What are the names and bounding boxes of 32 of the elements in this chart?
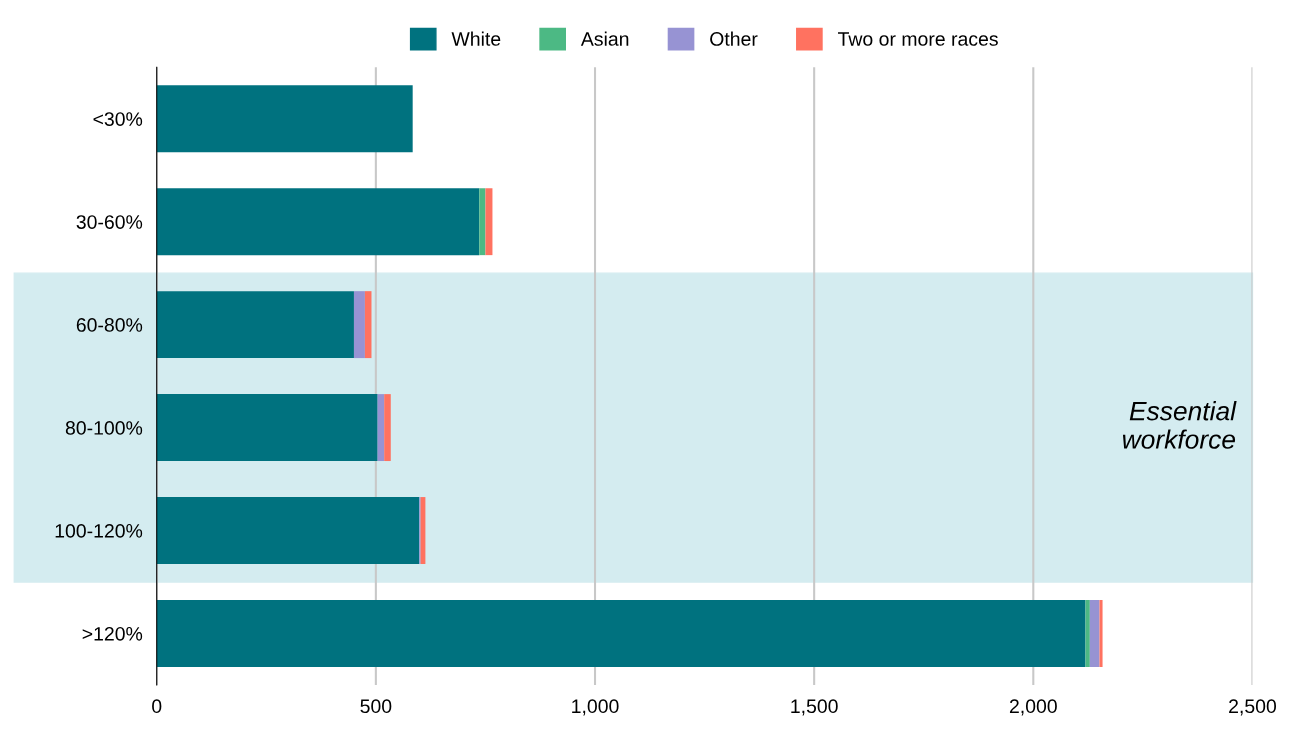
bar (156, 291, 354, 359)
y-tick-label: 80-100% (65, 421, 143, 435)
legend-label: White (451, 31, 501, 46)
bar (156, 394, 378, 462)
x-tick-label: 1,500 (791, 699, 838, 716)
bar (1085, 600, 1090, 667)
bar (156, 600, 1086, 667)
x-tick-label: 2,500 (1229, 699, 1277, 716)
bar (377, 394, 385, 462)
y-tick-label: 60-80% (76, 318, 143, 332)
bar (156, 85, 413, 153)
bar (1099, 600, 1103, 667)
legend-label: Asian (580, 31, 629, 46)
legend-label: Two or more races (838, 32, 998, 46)
y-tick-label: 30-60% (76, 215, 143, 229)
bar (384, 394, 391, 462)
bar (364, 291, 372, 359)
y-tick-label: >120% (82, 626, 143, 641)
y-tick-label: 100-120% (55, 523, 143, 538)
bar (485, 188, 493, 256)
band-label: Essential workforce (1122, 401, 1237, 449)
bar (156, 497, 420, 564)
x-tick-label: 0 (152, 699, 162, 714)
bar (156, 188, 480, 256)
x-tick-label: 500 (360, 699, 392, 714)
x-tick-label: 2,000 (1009, 699, 1057, 716)
bar (479, 188, 486, 256)
bar (353, 291, 365, 359)
bar (1089, 600, 1100, 667)
y-tick-label: <30% (93, 112, 143, 126)
legend-label: Other (710, 31, 758, 46)
x-tick-label: 1,000 (572, 699, 619, 716)
